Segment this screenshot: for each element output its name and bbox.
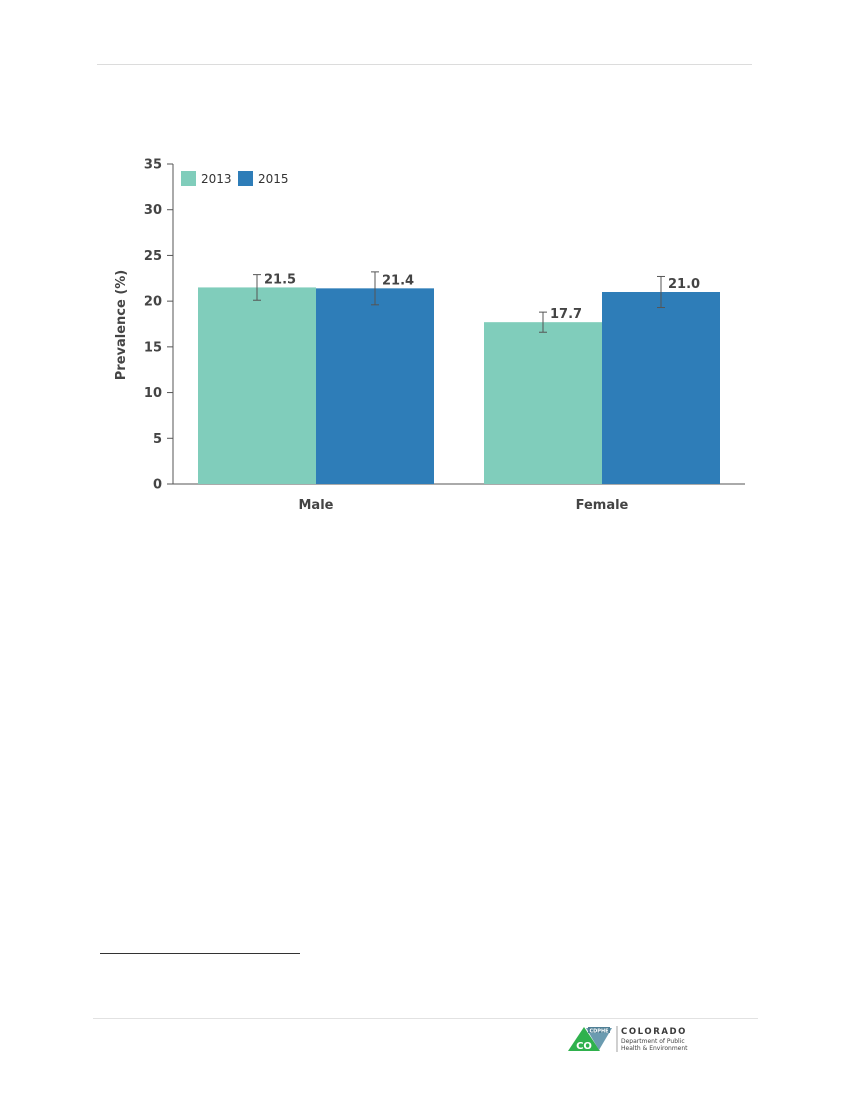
data-label: 21.4 [382, 273, 414, 288]
footnote-divider [100, 953, 300, 954]
y-tick-label: 35 [144, 158, 162, 173]
footer-divider [93, 1018, 758, 1019]
y-tick-label: 10 [144, 386, 162, 401]
logo-org-line2: Health & Environment [621, 1045, 688, 1052]
legend-label-2015: 2015 [258, 172, 289, 186]
y-tick-label: 5 [153, 432, 162, 447]
legend-swatch-2013 [181, 171, 196, 186]
y-tick-label: 15 [144, 340, 162, 355]
logo-blue-triangle [586, 1028, 612, 1050]
x-category-label: Female [576, 498, 629, 513]
y-tick-label: 20 [144, 295, 162, 310]
bar-2015-female [602, 292, 720, 484]
logo-org-name: COLORADO [621, 1027, 687, 1037]
legend-label-2013: 2013 [201, 172, 232, 186]
x-category-label: Male [299, 498, 334, 513]
logo-badge-text: CDPHE [589, 1028, 609, 1034]
y-tick-label: 30 [144, 203, 162, 218]
logo-org-line1: Department of Public [621, 1038, 685, 1045]
legend-swatch-2015 [238, 171, 253, 186]
cdphe-logo: CO CDPHE COLORADO Department of Public H… [568, 1026, 688, 1052]
data-label: 21.0 [668, 277, 700, 292]
bar-2015-male [316, 288, 434, 484]
logo-green-triangle [568, 1027, 600, 1051]
data-label: 21.5 [264, 272, 296, 287]
bar-2013-male [198, 287, 316, 484]
y-axis-title: Prevalence (%) [114, 270, 129, 381]
data-label: 17.7 [550, 307, 582, 322]
logo-badge [588, 1027, 610, 1033]
y-tick-label: 25 [144, 249, 162, 264]
logo-co-text: CO [576, 1041, 592, 1052]
bar-2013-female [484, 322, 602, 484]
y-tick-label: 0 [153, 478, 162, 493]
header-divider [97, 64, 752, 65]
